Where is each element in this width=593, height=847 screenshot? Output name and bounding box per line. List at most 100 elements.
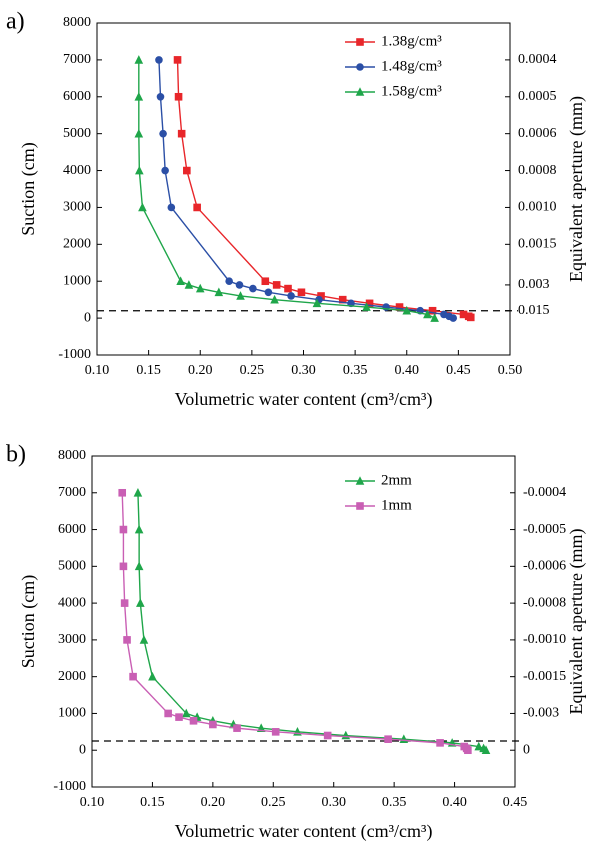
x-tick-label: 0.35 [343, 363, 368, 378]
marker [135, 165, 144, 175]
y-tick-label: 5000 [63, 126, 91, 141]
marker [423, 309, 432, 319]
marker [338, 295, 347, 304]
y2-axis-title: Equivalent aperture (mm) [566, 96, 587, 282]
y2-tick-label: -0.0010 [523, 632, 566, 647]
y-tick-label: 8000 [63, 15, 91, 30]
marker [164, 709, 172, 718]
marker [139, 635, 149, 644]
marker [136, 598, 145, 607]
y2-tick-label: 0 [523, 742, 530, 757]
marker [183, 166, 191, 175]
marker [209, 720, 217, 729]
y2-tick-label: 0.0005 [518, 89, 557, 104]
marker [155, 56, 163, 64]
x-tick-label: 0.30 [291, 363, 316, 378]
legend-label: 1.48g/cm³ [381, 58, 442, 74]
marker [365, 299, 374, 308]
x-tick-label: 0.15 [136, 363, 161, 378]
y2-tick-label: -0.0008 [523, 595, 566, 610]
marker [395, 303, 404, 311]
marker [384, 735, 392, 743]
y-tick-label: 7000 [63, 52, 91, 67]
x-axis-title: Volumetric water content (cm³/cm³) [175, 821, 433, 842]
y-tick-label: -1000 [53, 779, 86, 794]
legend-label: 1.58g/cm³ [381, 83, 442, 99]
y-tick-label: 0 [79, 742, 86, 757]
x-tick-label: 0.30 [321, 795, 346, 810]
marker [193, 203, 201, 212]
y-tick-label: 1000 [63, 273, 91, 288]
marker [138, 202, 147, 212]
legend-marker [355, 87, 365, 96]
marker [428, 306, 437, 315]
marker [181, 708, 191, 718]
marker [120, 599, 129, 607]
x-tick-label: 0.20 [188, 363, 213, 378]
x-tick-label: 0.50 [498, 363, 523, 378]
y2-axis-title: Equivalent aperture (mm) [566, 529, 587, 715]
marker [474, 741, 484, 751]
y2-tick-label: -0.0006 [523, 559, 566, 574]
x-tick-label: 0.40 [395, 363, 420, 378]
marker [249, 284, 257, 293]
marker [159, 129, 167, 138]
y2-tick-label: 0.0008 [518, 163, 557, 178]
marker [236, 291, 245, 300]
marker [284, 284, 292, 293]
y2-tick-label: -0.003 [523, 706, 559, 721]
y-tick-label: 6000 [58, 522, 86, 537]
y-tick-label: 3000 [58, 632, 86, 647]
marker [133, 487, 143, 497]
y-tick-label: 4000 [58, 595, 86, 610]
marker [175, 713, 183, 721]
y-tick-label: 3000 [63, 200, 91, 215]
marker [235, 281, 244, 289]
marker [119, 525, 128, 534]
y-tick-label: 0 [84, 310, 91, 325]
marker [481, 745, 491, 755]
x-tick-label: 0.40 [442, 795, 467, 810]
y2-tick-label: -0.0005 [523, 522, 566, 537]
y2-tick-label: 0.0010 [518, 200, 557, 215]
y2-tick-label: 0.015 [518, 303, 550, 318]
y-tick-label: 7000 [58, 485, 86, 500]
marker [167, 203, 176, 212]
x-tick-label: 0.10 [80, 795, 105, 810]
marker [148, 671, 157, 681]
legend-label: 1.38g/cm³ [381, 33, 442, 49]
marker [134, 91, 144, 101]
marker [436, 739, 444, 747]
y-axis-title: Suction (cm) [18, 575, 39, 668]
marker [466, 313, 475, 322]
legend-marker [356, 63, 364, 71]
marker [177, 129, 186, 138]
panel-label: b) [6, 442, 26, 468]
marker [297, 288, 306, 297]
marker [174, 92, 183, 101]
legend-marker [356, 502, 364, 510]
x-tick-label: 0.45 [446, 363, 471, 378]
plot-frame [91, 455, 516, 788]
marker [195, 283, 205, 293]
series-line [138, 59, 435, 319]
legend-marker [356, 38, 364, 46]
series-line [121, 492, 469, 751]
marker [118, 488, 127, 497]
marker [402, 305, 412, 315]
marker [272, 281, 281, 289]
marker [323, 731, 332, 740]
legend-label: 2mm [381, 472, 412, 488]
y-tick-label: 2000 [58, 669, 86, 684]
y-tick-label: 1000 [58, 706, 86, 721]
y2-tick-label: 0.0015 [518, 237, 557, 252]
marker [184, 280, 194, 289]
x-tick-label: 0.25 [240, 363, 265, 378]
x-axis-title: Volumetric water content (cm³/cm³) [175, 389, 433, 410]
marker [123, 636, 131, 644]
marker [449, 314, 458, 322]
marker [459, 310, 468, 319]
y-tick-label: 4000 [63, 163, 91, 178]
y2-tick-label: -0.0015 [523, 669, 566, 684]
